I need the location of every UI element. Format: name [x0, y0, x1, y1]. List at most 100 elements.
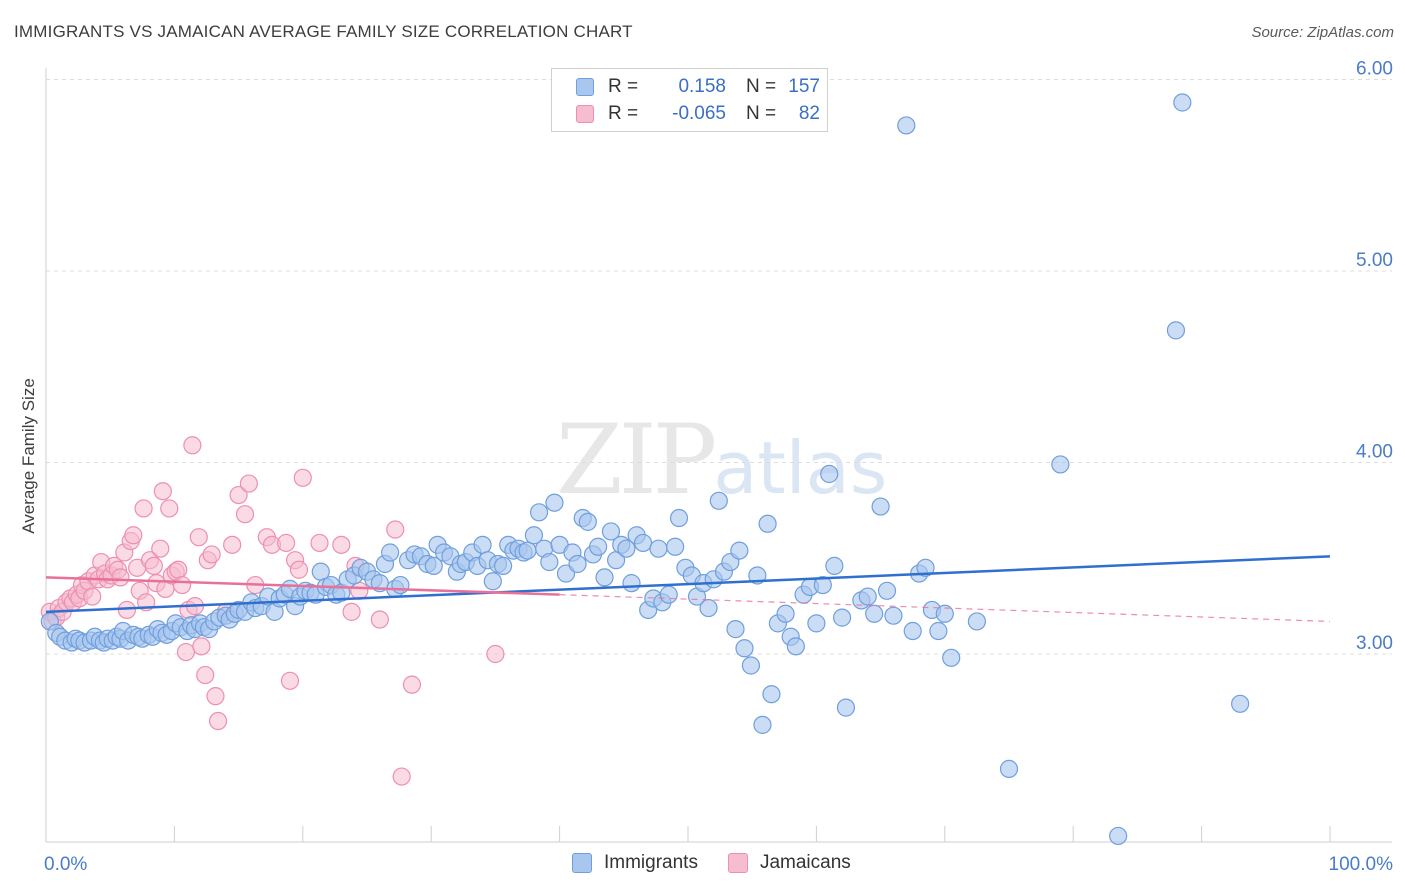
y-tick-label: 3.00 — [1356, 633, 1393, 654]
source-credit: Source: ZipAtlas.com — [1251, 24, 1394, 41]
legend-n-label: N = — [746, 103, 777, 124]
jamaicans-point — [173, 575, 192, 595]
immigrants-swatch — [572, 853, 592, 873]
immigrants-point — [595, 568, 614, 587]
immigrants-point — [540, 552, 559, 572]
immigrants-point — [758, 514, 777, 533]
immigrants-points — [40, 93, 1250, 846]
jamaicans-point — [134, 499, 153, 518]
immigrants-point — [884, 606, 903, 625]
legend-r-value: -0.065 — [672, 103, 726, 124]
x-tick-label: 0.0% — [44, 854, 87, 875]
legend-n-value: 82 — [798, 103, 820, 124]
immigrants-point — [897, 116, 916, 135]
immigrants-point — [524, 526, 544, 545]
immigrants-point — [877, 581, 897, 600]
jamaicans-point — [196, 665, 215, 685]
jamaicans-swatch — [727, 853, 748, 873]
immigrants-point — [935, 604, 954, 623]
jamaicans-point — [235, 505, 255, 524]
immigrants-point — [669, 508, 689, 528]
immigrants-point — [649, 539, 668, 558]
jamaicans-point — [202, 545, 221, 564]
immigrants-point — [529, 503, 549, 522]
watermark: ZIPatlas — [556, 404, 887, 516]
legend-item-immigrants: Immigrants — [572, 852, 698, 874]
jamaicans-point — [176, 642, 196, 662]
jamaicans-point — [310, 533, 329, 553]
immigrants-point — [578, 512, 597, 531]
jamaicans-point — [83, 587, 102, 606]
immigrants-point — [942, 648, 961, 667]
jamaicans-point — [280, 671, 300, 690]
legend-n-value: 157 — [788, 76, 820, 97]
trend-lines — [45, 555, 1331, 623]
immigrants-point — [865, 604, 884, 623]
jamaicans-point — [124, 526, 143, 545]
jamaicans-point — [153, 482, 172, 501]
immigrants-point — [903, 621, 922, 641]
jamaicans-trend-line — [45, 576, 560, 596]
immigrants-point — [666, 537, 685, 556]
jamaicans-point — [342, 602, 361, 621]
y-tick-label: 5.00 — [1356, 250, 1393, 271]
legend-row-immigrants: R = 0.158 N = 157 — [576, 74, 820, 100]
immigrants-point — [709, 491, 728, 510]
immigrants-point — [518, 541, 537, 560]
immigrants-point — [545, 493, 564, 512]
jamaicans-label: Jamaicans — [759, 852, 851, 873]
legend-swatch-immigrants — [576, 78, 594, 96]
legend-r-label: R = — [608, 103, 639, 124]
immigrants-point — [741, 656, 761, 675]
y-tick-label: 6.00 — [1356, 59, 1393, 80]
jamaicans-points — [40, 436, 505, 786]
immigrants-point — [601, 522, 621, 541]
immigrants-point — [807, 614, 826, 633]
jamaicans-point — [160, 499, 179, 518]
axis-labels: 3.00 4.00 5.00 6.00 0.0% 100.0% Average Family… — [19, 59, 1393, 876]
immigrants-point — [776, 604, 795, 623]
immigrants-point — [699, 598, 718, 618]
immigrants-point — [999, 759, 1019, 779]
immigrants-point — [762, 685, 781, 704]
immigrants-point — [735, 639, 754, 658]
immigrants-point — [813, 575, 832, 595]
immigrants-trend-line — [45, 555, 1331, 614]
immigrants-point — [786, 637, 805, 656]
immigrants-label: Immigrants — [604, 852, 698, 873]
correlation-legend: R = 0.158 N = 157 R = -0.065 N = 82 — [551, 68, 828, 132]
immigrants-point — [424, 556, 443, 576]
axes — [45, 68, 1392, 843]
immigrants-point — [1051, 455, 1070, 474]
immigrants-point — [825, 556, 844, 576]
jamaicans-point — [239, 474, 258, 493]
immigrants-point — [483, 572, 502, 591]
immigrants-point — [568, 554, 587, 574]
immigrants-point — [1231, 694, 1250, 713]
jamaicans-point — [183, 436, 202, 455]
series-legend: Immigrants Jamaicans — [572, 852, 881, 874]
watermark-atlas: atlas — [713, 426, 888, 510]
immigrants-point — [617, 539, 636, 558]
immigrants-point — [1109, 826, 1128, 846]
jamaicans-point — [486, 644, 505, 664]
jamaicans-point — [169, 560, 188, 579]
jamaicans-point — [206, 687, 225, 706]
y-axis-title: Average Family Size — [19, 378, 38, 534]
legend-item-jamaicans: Jamaicans — [727, 852, 851, 874]
immigrants-point — [726, 620, 745, 639]
immigrants-point — [633, 533, 653, 553]
immigrants-point — [832, 608, 852, 627]
jamaicans-point — [392, 767, 411, 786]
immigrants-point — [753, 715, 772, 734]
immigrants-point — [391, 575, 410, 595]
jamaicans-point — [111, 568, 130, 587]
jamaicans-point — [223, 535, 242, 554]
jamaicans-point — [189, 528, 208, 547]
watermark-zip: ZIP — [556, 404, 717, 516]
jamaicans-point — [117, 600, 136, 620]
immigrants-point — [622, 574, 641, 593]
immigrants-point — [820, 464, 839, 484]
immigrants-point — [1166, 321, 1186, 340]
immigrants-point — [1173, 93, 1192, 112]
